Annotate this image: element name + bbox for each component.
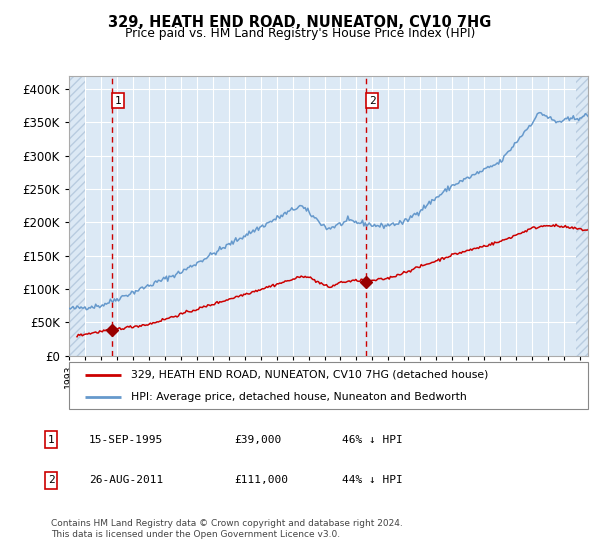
Bar bbox=[69, 76, 85, 356]
Text: 1: 1 bbox=[47, 435, 55, 445]
Text: 15-SEP-1995: 15-SEP-1995 bbox=[89, 435, 163, 445]
Text: 46% ↓ HPI: 46% ↓ HPI bbox=[342, 435, 403, 445]
Text: 26-AUG-2011: 26-AUG-2011 bbox=[89, 475, 163, 486]
Text: 44% ↓ HPI: 44% ↓ HPI bbox=[342, 475, 403, 486]
Text: Contains HM Land Registry data © Crown copyright and database right 2024.
This d: Contains HM Land Registry data © Crown c… bbox=[51, 519, 403, 539]
Text: HPI: Average price, detached house, Nuneaton and Bedworth: HPI: Average price, detached house, Nune… bbox=[131, 391, 467, 402]
Text: 329, HEATH END ROAD, NUNEATON, CV10 7HG (detached house): 329, HEATH END ROAD, NUNEATON, CV10 7HG … bbox=[131, 370, 488, 380]
Text: £39,000: £39,000 bbox=[234, 435, 281, 445]
Bar bbox=[576, 76, 588, 356]
Text: 1: 1 bbox=[115, 96, 121, 106]
Text: 329, HEATH END ROAD, NUNEATON, CV10 7HG: 329, HEATH END ROAD, NUNEATON, CV10 7HG bbox=[109, 15, 491, 30]
Text: £111,000: £111,000 bbox=[234, 475, 288, 486]
Text: 2: 2 bbox=[369, 96, 376, 106]
Text: Price paid vs. HM Land Registry's House Price Index (HPI): Price paid vs. HM Land Registry's House … bbox=[125, 27, 475, 40]
Text: 2: 2 bbox=[47, 475, 55, 486]
FancyBboxPatch shape bbox=[69, 362, 588, 409]
